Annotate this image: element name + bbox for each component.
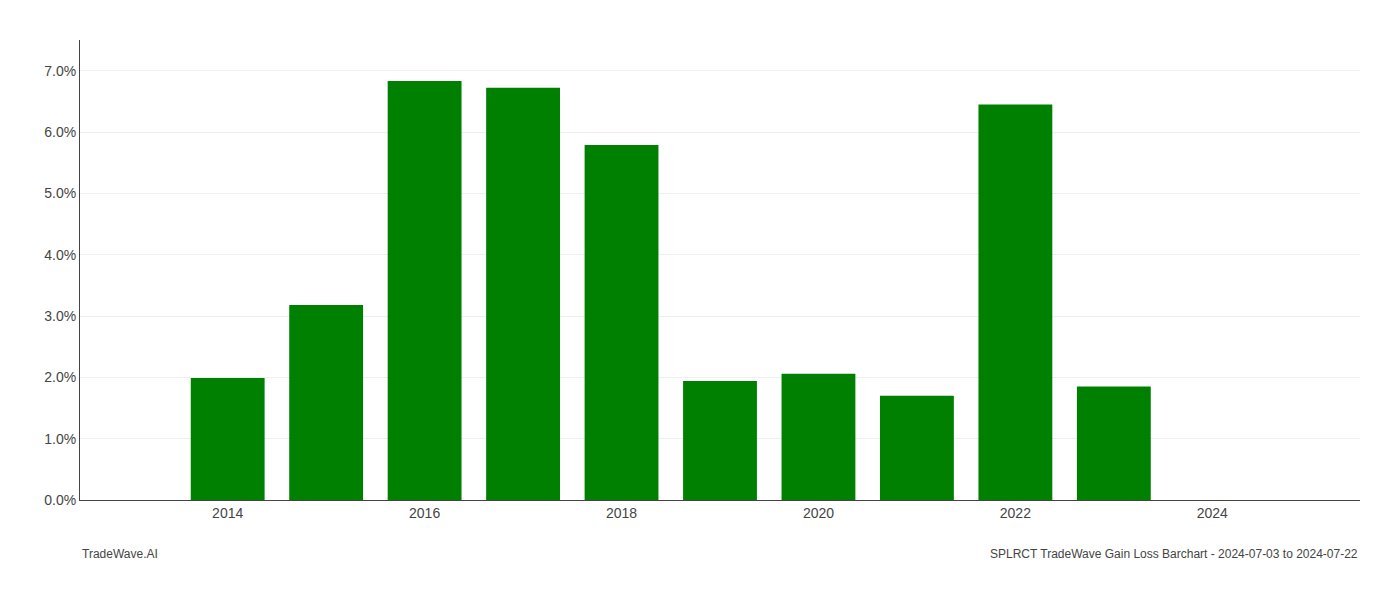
svg-text:0.0%: 0.0% <box>44 492 76 508</box>
svg-text:2020: 2020 <box>803 505 834 521</box>
svg-text:1.0%: 1.0% <box>44 431 76 447</box>
svg-text:TradeWave.AI: TradeWave.AI <box>82 547 158 561</box>
svg-text:2.0%: 2.0% <box>44 369 76 385</box>
svg-text:4.0%: 4.0% <box>44 247 76 263</box>
svg-text:SPLRCT TradeWave Gain Loss Bar: SPLRCT TradeWave Gain Loss Barchart - 20… <box>990 547 1358 561</box>
svg-text:2014: 2014 <box>212 505 243 521</box>
svg-text:2016: 2016 <box>409 505 440 521</box>
svg-text:7.0%: 7.0% <box>44 63 76 79</box>
svg-text:2022: 2022 <box>1000 505 1031 521</box>
svg-text:3.0%: 3.0% <box>44 308 76 324</box>
svg-text:2018: 2018 <box>606 505 637 521</box>
svg-text:6.0%: 6.0% <box>44 124 76 140</box>
svg-text:2024: 2024 <box>1197 505 1228 521</box>
svg-text:5.0%: 5.0% <box>44 185 76 201</box>
